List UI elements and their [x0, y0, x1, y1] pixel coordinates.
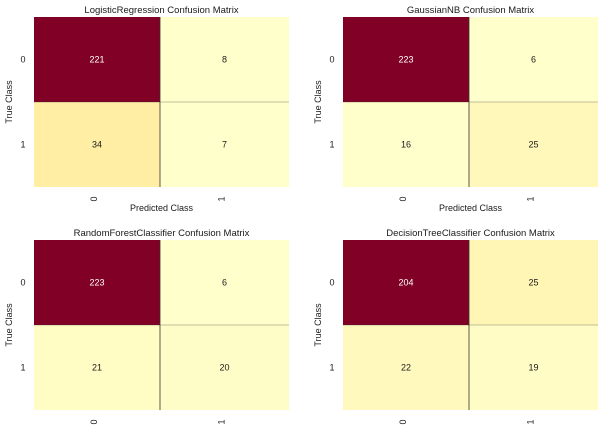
y-tick-label: 1: [329, 140, 334, 150]
chart-title: LogisticRegression Confusion Matrix: [84, 5, 238, 16]
cell-value-label: 223: [398, 55, 413, 65]
confusion-matrix-panel-4: 204 25 22 19 DecisionTreeClassifier Confusio…: [313, 228, 598, 425]
cell-value-label: 223: [89, 278, 104, 288]
x-tick-label: 0: [89, 196, 99, 201]
x-tick-label: 1: [217, 196, 227, 201]
y-tick-label: 1: [20, 363, 25, 373]
y-axis-label: True Class: [4, 303, 14, 347]
y-tick-label: 1: [20, 140, 25, 150]
chart-title: RandomForestClassifier Confusion Matrix: [74, 228, 250, 239]
x-tick-label: 1: [526, 419, 536, 424]
y-axis-label: True Class: [313, 303, 323, 347]
confusion-matrix-panel-3: 223 6 21 20 RandomForestClassifier Confusion…: [4, 228, 289, 425]
matrix-cell: [469, 102, 598, 187]
cell-value-label: 25: [528, 140, 538, 150]
y-tick-label: 0: [20, 278, 25, 288]
chart-title: GaussianNB Confusion Matrix: [407, 5, 534, 16]
matrix-cell: [160, 325, 289, 410]
matrix-cell: [343, 325, 469, 410]
matrix-cell: [343, 102, 469, 187]
x-tick-label: 0: [398, 419, 408, 424]
cell-value-label: 6: [531, 55, 536, 65]
y-tick-label: 0: [20, 55, 25, 65]
cell-value-label: 19: [528, 363, 538, 373]
cell-value-label: 7: [222, 140, 227, 150]
x-axis-label: Predicted Class: [130, 203, 194, 213]
confusion-matrix-panel-2: 223 6 16 25 GaussianNB Confusion Matrix 0 1 0 1 T…: [313, 5, 598, 213]
x-tick-label: 1: [526, 196, 536, 201]
matrix-cell: [34, 325, 160, 410]
cell-value-label: 34: [92, 140, 102, 150]
matrix-cell: [469, 240, 598, 325]
y-tick-label: 0: [329, 55, 334, 65]
chart-title: DecisionTreeClassifier Confusion Matrix: [386, 228, 555, 239]
y-axis-label: True Class: [313, 80, 323, 124]
cell-value-label: 25: [528, 278, 538, 288]
matrix-cell: [343, 240, 469, 325]
x-axis-label: Predicted Class: [439, 203, 503, 213]
cell-value-label: 16: [401, 140, 411, 150]
matrix-cell: [34, 17, 160, 102]
cell-value-label: 8: [222, 55, 227, 65]
matrix-cell: [469, 17, 598, 102]
matrix-cell: [34, 240, 160, 325]
x-tick-label: 0: [398, 196, 408, 201]
matrix-cell: [469, 325, 598, 410]
matrix-cell: [160, 240, 289, 325]
x-tick-label: 1: [217, 419, 227, 424]
matrix-cell: [160, 102, 289, 187]
matrix-cell: [160, 17, 289, 102]
x-tick-label: 0: [89, 419, 99, 424]
matrix-cell: [343, 17, 469, 102]
cell-value-label: 6: [222, 278, 227, 288]
y-tick-label: 0: [329, 278, 334, 288]
cell-value-label: 204: [398, 278, 413, 288]
cell-value-label: 22: [401, 363, 411, 373]
matrix-cell: [34, 102, 160, 187]
cell-value-label: 221: [89, 55, 104, 65]
y-tick-label: 1: [329, 363, 334, 373]
cell-value-label: 20: [219, 363, 229, 373]
cell-value-label: 21: [92, 363, 102, 373]
y-axis-label: True Class: [4, 80, 14, 124]
confusion-matrix-panel-1: 221 8 34 7 LogisticRegression Confusion Matr…: [4, 5, 289, 213]
